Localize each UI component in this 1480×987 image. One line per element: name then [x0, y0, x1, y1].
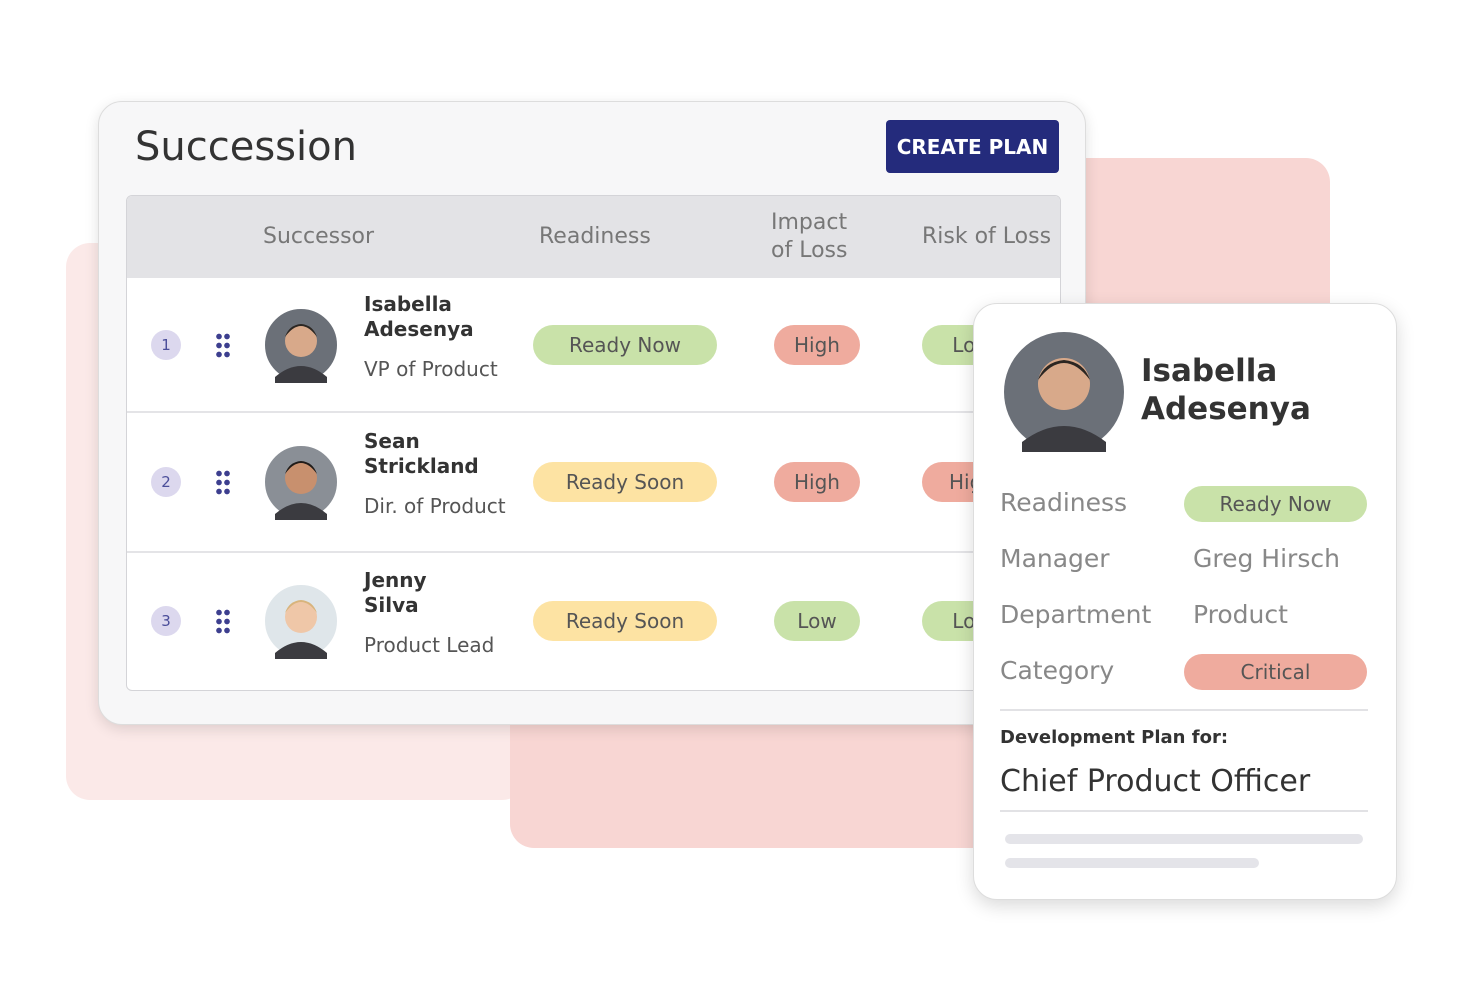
readiness-pill: Ready Soon — [533, 462, 717, 502]
profile-card: Isabella Adesenya Development Plan for: … — [973, 303, 1397, 900]
successor-role: Dir. of Product — [364, 494, 506, 518]
rank-badge: 1 — [151, 330, 181, 360]
rank-badge: 2 — [151, 467, 181, 497]
field-label: Category — [1000, 656, 1115, 685]
impact-pill: High — [774, 462, 860, 502]
divider — [1000, 810, 1368, 812]
row-divider — [127, 411, 1060, 413]
field-label: Department — [1000, 600, 1152, 629]
column-header: Successor — [263, 224, 375, 249]
rank-badge: 3 — [151, 605, 181, 636]
successor-role: Product Lead — [364, 632, 495, 657]
field-label: Readiness — [1000, 488, 1128, 517]
drag-handle[interactable] — [215, 332, 231, 358]
column-header: Readiness — [539, 224, 651, 249]
column-header: Impact of Loss — [771, 210, 848, 263]
plan-label: Development Plan for: — [1000, 727, 1229, 748]
drag-handle[interactable] — [215, 607, 231, 634]
avatar — [263, 307, 339, 383]
divider — [1000, 709, 1368, 711]
profile-name: Isabella Adesenya — [1141, 353, 1311, 427]
avatar — [263, 582, 339, 659]
readiness-pill: Ready Now — [533, 325, 717, 365]
placeholder-line — [1005, 858, 1259, 868]
successor-name: Jenny Silva — [364, 567, 427, 617]
table: Successor Readiness Impact of Loss Risk of … — [126, 195, 1061, 691]
column-header: Risk of Loss — [922, 224, 1052, 249]
field-label: Manager — [1000, 544, 1110, 573]
readiness-pill: Ready Soon — [533, 600, 717, 641]
table-header — [127, 196, 1060, 278]
row-divider — [127, 551, 1060, 553]
field-value: Product — [1193, 600, 1288, 629]
avatar — [263, 444, 339, 520]
panel-title: Succession — [135, 124, 357, 170]
succession-panel: Succession CREATE PLAN Successor Readines… — [98, 101, 1086, 725]
field-pill: Critical — [1184, 654, 1367, 690]
field-value: Greg Hirsch — [1193, 544, 1340, 573]
successor-name: Sean Strickland — [364, 429, 479, 478]
drag-handle[interactable] — [215, 469, 231, 495]
impact-pill: High — [774, 325, 860, 365]
plan-title: Chief Product Officer — [1000, 764, 1311, 799]
successor-name: Isabella Adesenya — [364, 292, 474, 341]
avatar — [1004, 332, 1124, 452]
field-pill: Ready Now — [1184, 486, 1367, 522]
impact-pill: Low — [774, 600, 860, 641]
placeholder-line — [1005, 834, 1363, 844]
successor-role: VP of Product — [364, 357, 498, 381]
create-plan-button[interactable]: CREATE PLAN — [886, 120, 1059, 173]
